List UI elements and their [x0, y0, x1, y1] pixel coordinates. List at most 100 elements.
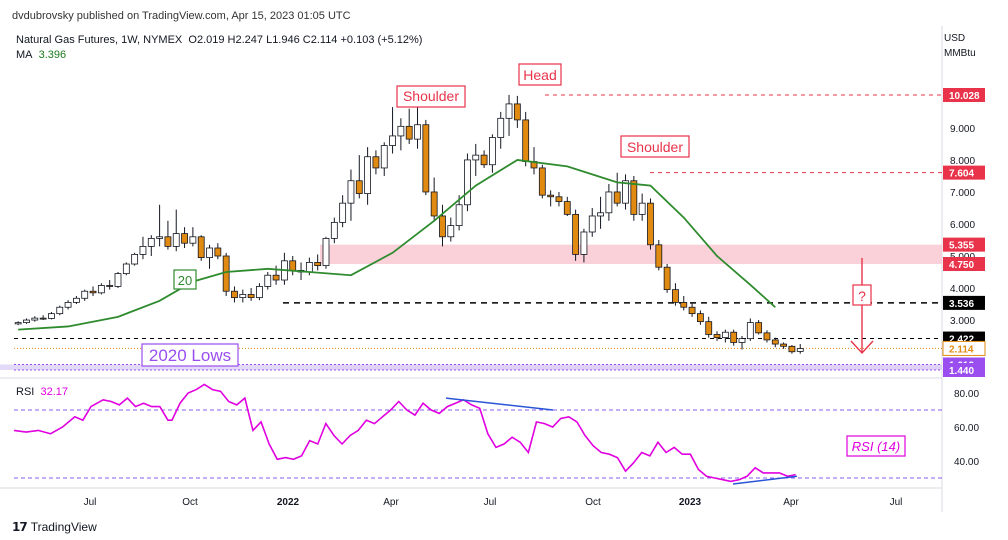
ma-legend: MA 3.396 [16, 49, 66, 61]
candle-body [181, 233, 188, 244]
candle-body [164, 236, 172, 247]
ma-value: 3.396 [38, 49, 67, 61]
publisher-line: dvdubrovsky published on TradingView.com… [12, 10, 351, 22]
time-tick-label: 2023 [679, 497, 702, 508]
time-tick-label: Apr [783, 497, 799, 508]
candle-body [538, 167, 546, 196]
price-label: 1.440 [949, 366, 974, 377]
candle-body [114, 273, 122, 287]
time-tick-label: Jul [484, 497, 497, 508]
price-label-box [942, 340, 986, 356]
candle-body [522, 119, 530, 162]
candle-body [613, 191, 621, 204]
price-tick-label: 4.000 [950, 284, 975, 295]
question-label: ? [858, 288, 866, 304]
candle-body [488, 137, 496, 166]
rsi-tick-label: 40.00 [954, 457, 979, 468]
candle-body [222, 255, 230, 292]
price-label-box [943, 295, 985, 310]
candle-body [730, 331, 738, 343]
candle-body [330, 221, 338, 239]
candle-body [264, 274, 272, 287]
candle-body [48, 313, 55, 319]
candle-body [738, 338, 746, 343]
shoulder-left-box [396, 85, 466, 108]
candle-body [655, 244, 663, 268]
candle-body [322, 237, 330, 267]
tradingview-logo[interactable]: 𝟭𝟳 TradingView [12, 520, 97, 534]
candle-body [289, 260, 297, 271]
candle-body [688, 306, 696, 315]
candle-body [31, 317, 39, 321]
candle-body [513, 103, 521, 121]
rsi-last-value: 32.17 [40, 386, 68, 398]
candle-body [23, 319, 30, 324]
rsi-legend: RSI 32.17 [16, 386, 68, 398]
question-box [852, 284, 872, 306]
shoulder-left-label: Shoulder [403, 88, 459, 104]
head-label: Head [523, 67, 556, 83]
candle-body [73, 297, 80, 303]
candle-body [439, 215, 446, 238]
candle-body [89, 290, 97, 294]
price-label: 4.750 [949, 260, 974, 271]
price-label-box [943, 165, 985, 180]
rsi-name: RSI [16, 386, 35, 398]
price-label-box [943, 363, 985, 377]
price-tick-label: 6.000 [950, 220, 975, 231]
candle-body [447, 225, 455, 238]
candle-body [555, 196, 563, 202]
candle-body [721, 331, 729, 339]
candle-body [580, 231, 588, 255]
currency-unit: USD MMBtu [944, 31, 976, 61]
candle-body [472, 154, 480, 161]
candle-body [414, 124, 421, 140]
candle-body [64, 302, 72, 308]
candle-body [231, 290, 238, 299]
candle-body [314, 262, 322, 267]
candle-body [56, 306, 64, 315]
candle-body [622, 180, 629, 204]
price-label: 7.604 [949, 169, 974, 180]
head-box [518, 63, 562, 86]
candle-body [480, 154, 488, 166]
candle-body [106, 285, 114, 287]
candle-body [197, 236, 205, 259]
currency-line2: MMBtu [944, 48, 976, 59]
candle-body [14, 322, 22, 325]
candle-body [505, 103, 513, 119]
time-tick-label: Jul [84, 497, 97, 508]
price-tick-label: 3.000 [950, 316, 975, 327]
candle-body [597, 212, 604, 217]
lows-box [141, 343, 239, 367]
time-tick-label: Oct [585, 497, 601, 508]
ohlc-values: O2.019 H2.247 L1.946 C2.114 +0.103 (+5.1… [188, 34, 423, 46]
ma-period-label: 20 [178, 273, 192, 288]
candle-body [755, 322, 763, 334]
candle-body [672, 289, 679, 303]
candle-body [172, 233, 180, 247]
candle-body [405, 125, 413, 140]
candle-body [256, 286, 263, 299]
candle-body [713, 334, 721, 339]
rsi-tick-label: 80.00 [954, 389, 979, 400]
candle-body [796, 348, 804, 352]
candle-body [139, 245, 147, 255]
price-label: 10.028 [949, 91, 980, 102]
candle-body [364, 156, 372, 194]
candle-body [380, 145, 388, 169]
price-label-box [943, 257, 985, 272]
time-tick-label: Apr [383, 497, 399, 508]
candle-body [763, 332, 771, 341]
candle-body [239, 294, 247, 299]
time-tick-label: 2022 [277, 497, 300, 508]
rsi-line [13, 383, 796, 483]
candle-body [497, 117, 505, 138]
candle-body [663, 266, 671, 291]
candle-body [455, 204, 463, 226]
ma-period-box [173, 269, 197, 290]
candle-body [788, 345, 796, 353]
candle-body [339, 202, 347, 223]
candle-body [122, 263, 130, 275]
